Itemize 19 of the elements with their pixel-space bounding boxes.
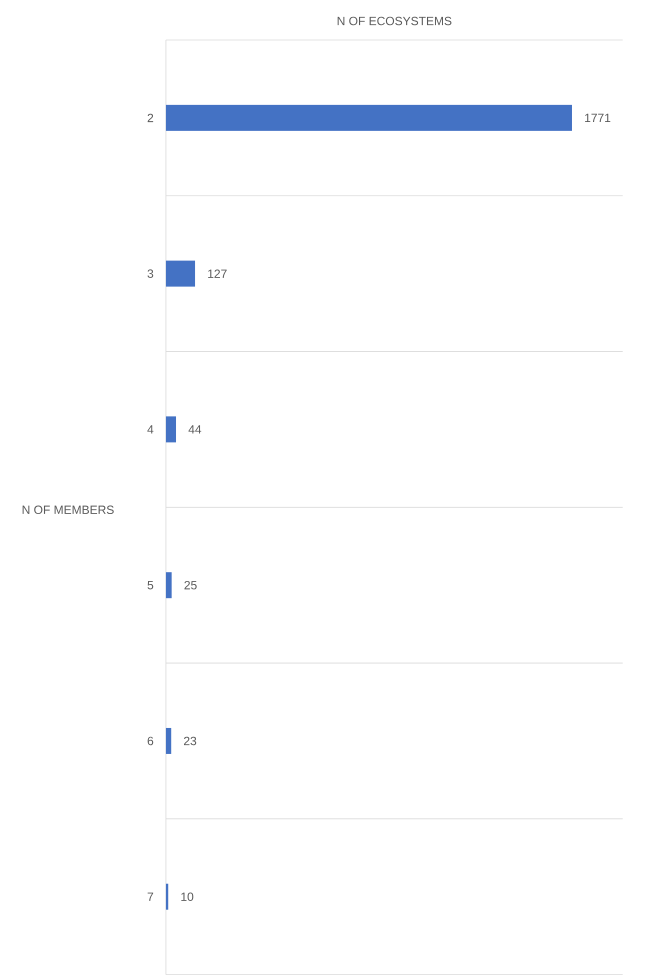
- data-label: 10: [181, 892, 194, 901]
- chart-title: N OF ECOSYSTEMS: [338, 16, 452, 26]
- data-label: 44: [188, 425, 202, 434]
- bar: [166, 572, 172, 598]
- y-tick-label: 3: [148, 269, 154, 278]
- data-label: 1771: [585, 114, 610, 122]
- y-tick-label: 2: [148, 114, 154, 122]
- bar: [166, 104, 572, 131]
- y-tick-label: 4: [147, 425, 154, 434]
- data-label: 127: [208, 269, 227, 278]
- data-label: 23: [184, 736, 196, 746]
- data-label: 25: [184, 580, 197, 590]
- y-tick-label: 5: [148, 581, 154, 590]
- y-tick-label: 7: [148, 892, 154, 901]
- y-axis-title: N OF MEMBERS: [22, 506, 114, 514]
- bar: [166, 260, 196, 287]
- bar: [166, 416, 176, 442]
- bar: [166, 728, 172, 754]
- y-tick-label: 6: [148, 736, 154, 746]
